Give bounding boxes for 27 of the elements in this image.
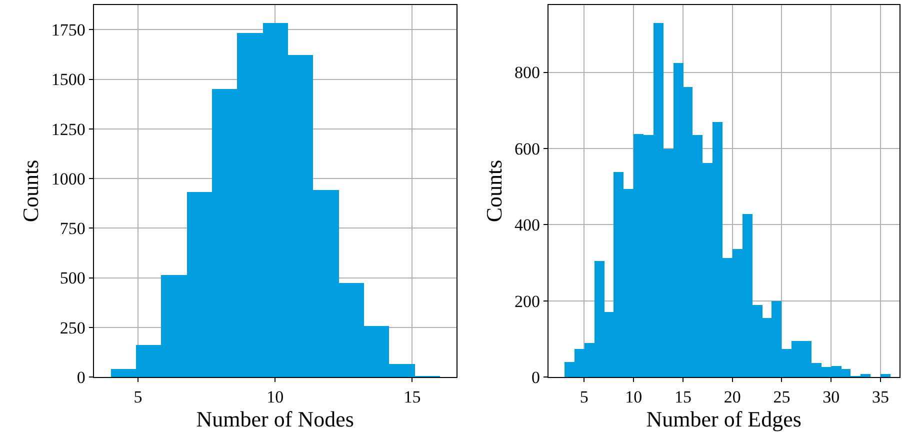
- y-tick-label: 250: [60, 318, 86, 338]
- y-tick-label: 800: [514, 63, 540, 82]
- x-tick-label: 30: [822, 387, 840, 406]
- x-tick-label: 15: [404, 387, 421, 406]
- x-tick-label: 25: [773, 387, 790, 406]
- x-tick-label: 20: [724, 387, 741, 406]
- y-tick-label: 0: [76, 368, 86, 387]
- x-tick-label: 10: [625, 387, 642, 406]
- x-tick-label: 5: [580, 387, 588, 406]
- y-tick-label: 1250: [51, 120, 86, 139]
- y-axis-title: Counts: [481, 160, 506, 222]
- x-axis-title: Number of Edges: [646, 406, 802, 432]
- x-tick-label: 5: [134, 387, 142, 406]
- y-tick-label: 200: [514, 292, 540, 311]
- y-tick-label: 0: [532, 368, 540, 387]
- y-tick-label: 1500: [51, 70, 86, 90]
- x-tick-label: 10: [266, 387, 284, 406]
- x-tick-label: 35: [872, 387, 890, 406]
- y-tick-label: 750: [60, 219, 86, 238]
- y-axis-title: Counts: [18, 160, 44, 222]
- y-tick-label: 500: [60, 268, 86, 288]
- y-tick-label: 1000: [51, 169, 86, 188]
- x-tick-label: 15: [674, 387, 692, 406]
- x-axis-title: Number of Nodes: [196, 406, 354, 432]
- y-tick-label: 600: [514, 139, 540, 158]
- y-tick-label: 400: [514, 216, 540, 235]
- y-tick-label: 1750: [51, 20, 86, 40]
